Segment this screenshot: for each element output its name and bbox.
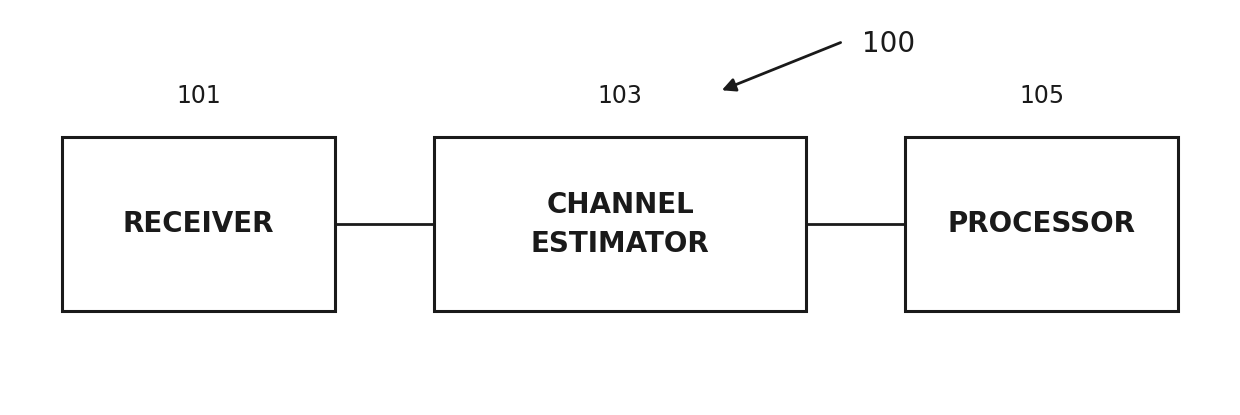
- Text: 100: 100: [862, 29, 915, 58]
- Bar: [905, 137, 1178, 311]
- Text: 101: 101: [176, 84, 221, 108]
- Text: CHANNEL
ESTIMATOR: CHANNEL ESTIMATOR: [531, 190, 709, 258]
- Text: 105: 105: [1019, 84, 1064, 108]
- Bar: [434, 137, 806, 311]
- Bar: [62, 137, 335, 311]
- Text: RECEIVER: RECEIVER: [123, 210, 274, 238]
- Text: PROCESSOR: PROCESSOR: [947, 210, 1136, 238]
- Text: 103: 103: [598, 84, 642, 108]
